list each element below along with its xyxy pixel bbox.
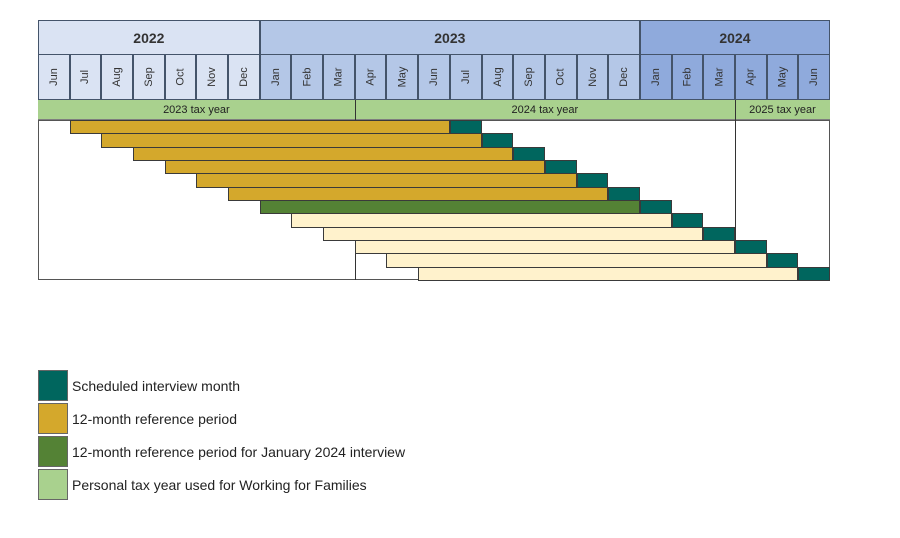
month-header: Mar xyxy=(323,55,355,100)
reference-period-bar xyxy=(323,226,704,241)
month-label: Dec xyxy=(237,67,250,87)
legend-label: Scheduled interview month xyxy=(72,377,241,394)
month-header: Sep xyxy=(133,55,165,100)
reference-period-bar xyxy=(418,266,799,281)
tax-year-divider xyxy=(734,100,736,280)
month-header: Jun xyxy=(418,55,450,100)
month-header: Apr xyxy=(354,55,387,100)
legend-swatch xyxy=(38,436,68,467)
interview-month-cell xyxy=(513,146,545,161)
month-header: Jun xyxy=(798,55,830,100)
month-header: Oct xyxy=(544,55,577,100)
year-header: 2023 xyxy=(259,20,640,55)
month-header: May xyxy=(766,55,799,100)
month-label: Jul xyxy=(79,69,92,85)
month-label: Aug xyxy=(111,67,124,87)
month-label: Oct xyxy=(174,68,187,86)
interview-month-cell xyxy=(671,213,704,228)
interview-month-cell xyxy=(608,186,640,201)
month-label: Nov xyxy=(206,67,219,87)
interview-month-cell xyxy=(798,266,830,281)
month-header: Feb xyxy=(291,55,324,100)
month-header: Jan xyxy=(639,55,672,100)
month-label: Sep xyxy=(523,67,536,87)
month-header: Jun xyxy=(38,55,70,100)
legend-item: 12-month reference period xyxy=(38,403,237,434)
month-label: Dec xyxy=(618,67,631,87)
year-header: 2022 xyxy=(38,20,260,55)
reference-period-bar xyxy=(291,213,672,228)
reference-period-bar xyxy=(133,146,514,161)
month-label: Mar xyxy=(713,67,726,87)
month-label: Jan xyxy=(269,68,282,86)
legend-swatch xyxy=(38,370,68,401)
month-header: May xyxy=(386,55,419,100)
reference-period-timeline: 2022 Jun Jul Aug Sep Oct Nov Dec 2023 Jan Feb Mar Ap… xyxy=(38,20,830,281)
tax-year-band: 2025 tax year xyxy=(734,100,830,120)
legend-item: Personal tax year used for Working for F… xyxy=(38,469,367,500)
reference-period-bar xyxy=(259,199,640,215)
month-header: Dec xyxy=(228,55,260,100)
legend-swatch xyxy=(38,403,68,434)
month-label: May xyxy=(396,66,409,88)
month-label: Oct xyxy=(554,68,567,86)
month-label: Jun xyxy=(808,68,821,86)
month-header: Nov xyxy=(196,55,229,100)
interview-month-cell xyxy=(481,133,514,148)
tax-year-band: 2024 tax year xyxy=(354,100,735,120)
month-header: Jan xyxy=(259,55,292,100)
month-header: Aug xyxy=(481,55,514,100)
interview-month-cell xyxy=(544,159,577,175)
month-label: Apr xyxy=(744,68,757,86)
month-label: Jul xyxy=(459,69,472,85)
interview-month-cell xyxy=(703,226,735,241)
interview-month-cell xyxy=(639,199,672,215)
month-header: Sep xyxy=(513,55,545,100)
month-header: Mar xyxy=(703,55,735,100)
legend-swatch xyxy=(38,469,68,500)
reference-period-bar xyxy=(69,120,450,135)
interview-month-cell xyxy=(766,253,799,268)
month-label: May xyxy=(776,66,789,88)
interview-month-cell xyxy=(449,120,482,135)
legend-label: Personal tax year used for Working for F… xyxy=(72,476,367,493)
reference-period-bar xyxy=(164,159,545,175)
month-label: Mar xyxy=(332,67,345,87)
legend-item: Scheduled interview month xyxy=(38,370,240,401)
month-label: Feb xyxy=(681,67,694,87)
month-header: Jul xyxy=(449,55,482,100)
legend-label: 12-month reference period for January 20… xyxy=(72,443,406,460)
month-label: Feb xyxy=(301,67,314,87)
month-label: Aug xyxy=(491,67,504,87)
month-header: Nov xyxy=(576,55,609,100)
year-header: 2024 xyxy=(639,20,830,55)
month-header: Apr xyxy=(734,55,767,100)
reference-period-bar xyxy=(101,133,482,148)
month-label: Jan xyxy=(649,68,662,86)
month-header: Jul xyxy=(69,55,102,100)
tax-year-band: 2023 tax year xyxy=(38,100,355,120)
reference-period-bar xyxy=(228,186,609,201)
month-header: Feb xyxy=(671,55,704,100)
month-label: Jun xyxy=(427,68,440,86)
month-header: Dec xyxy=(608,55,640,100)
legend-item: 12-month reference period for January 20… xyxy=(38,436,405,467)
month-label: Nov xyxy=(586,67,599,87)
interview-month-cell xyxy=(576,173,609,188)
legend-label: 12-month reference period xyxy=(72,410,237,427)
month-label: Apr xyxy=(364,68,377,86)
interview-month-cell xyxy=(734,239,767,255)
reference-period-bar xyxy=(354,239,735,255)
reference-period-bar xyxy=(386,253,767,268)
month-header: Oct xyxy=(164,55,197,100)
reference-period-bar xyxy=(196,173,577,188)
month-label: Jun xyxy=(47,68,60,86)
month-header: Aug xyxy=(101,55,134,100)
month-label: Sep xyxy=(142,67,155,87)
